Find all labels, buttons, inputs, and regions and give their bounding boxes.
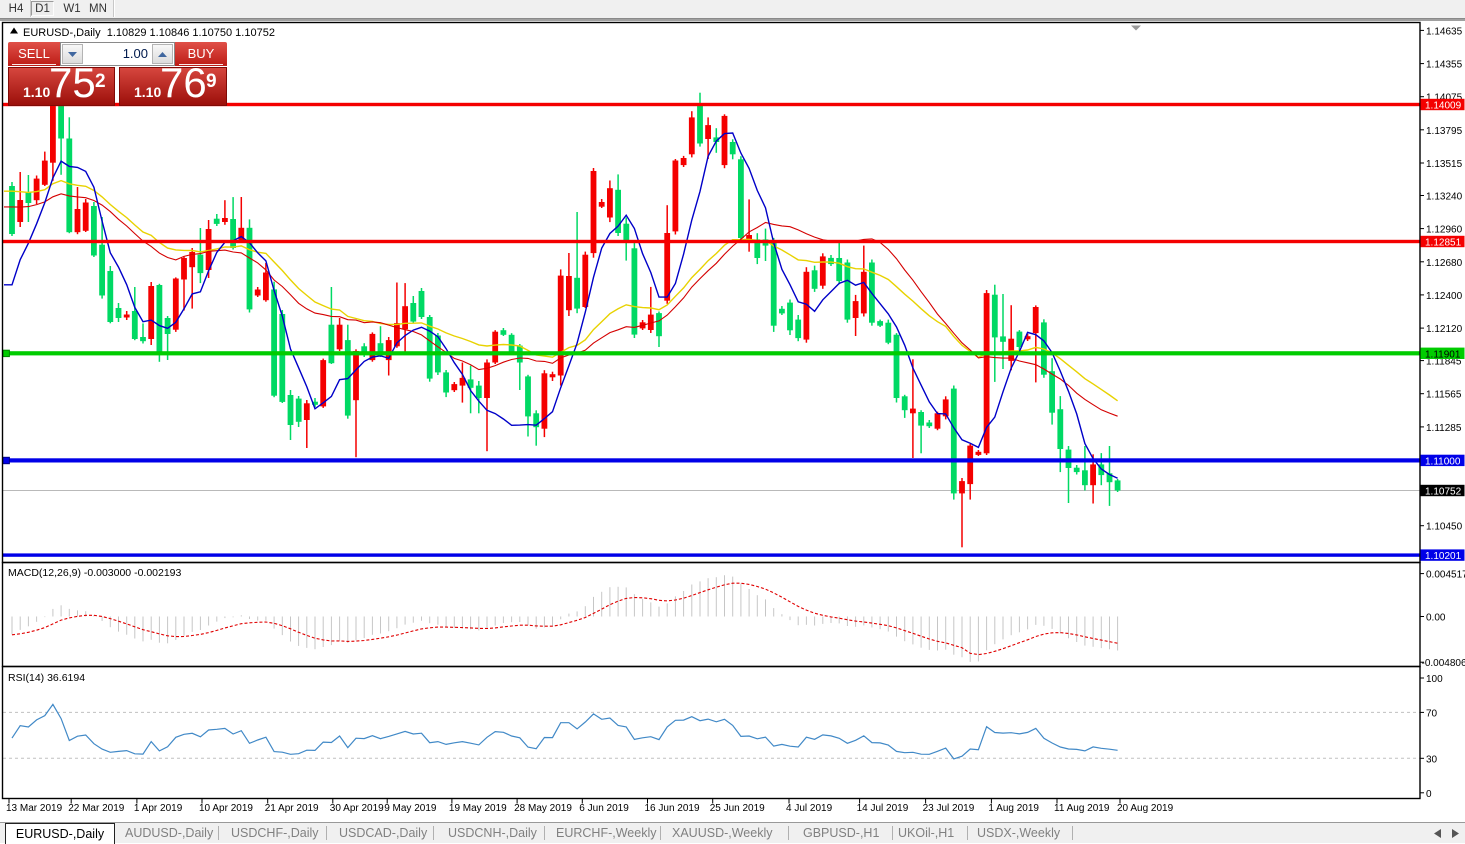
svg-text:1.11565: 1.11565 bbox=[1426, 390, 1462, 401]
svg-text:14 Jul 2019: 14 Jul 2019 bbox=[857, 803, 909, 814]
svg-text:1 Apr 2019: 1 Apr 2019 bbox=[134, 803, 183, 814]
svg-text:1.10450: 1.10450 bbox=[1426, 522, 1463, 533]
svg-text:1.11901: 1.11901 bbox=[1425, 349, 1461, 360]
svg-text:1.12400: 1.12400 bbox=[1426, 291, 1463, 302]
svg-text:4 Jul 2019: 4 Jul 2019 bbox=[786, 803, 833, 814]
svg-text:1.12851: 1.12851 bbox=[1425, 238, 1462, 249]
svg-text:0: 0 bbox=[1426, 789, 1432, 800]
svg-text:1.14355: 1.14355 bbox=[1426, 60, 1463, 71]
svg-text:30 Apr 2019: 30 Apr 2019 bbox=[330, 803, 384, 814]
svg-text:20 Aug 2019: 20 Aug 2019 bbox=[1117, 803, 1174, 814]
svg-text:9 May 2019: 9 May 2019 bbox=[384, 803, 437, 814]
svg-text:13 Mar 2019: 13 Mar 2019 bbox=[6, 803, 63, 814]
svg-text:10 Apr 2019: 10 Apr 2019 bbox=[199, 803, 253, 814]
svg-text:1.11285: 1.11285 bbox=[1426, 423, 1462, 434]
svg-text:6 Jun 2019: 6 Jun 2019 bbox=[579, 803, 629, 814]
svg-text:1.10752: 1.10752 bbox=[1425, 487, 1462, 498]
svg-text:1.12680: 1.12680 bbox=[1426, 258, 1463, 269]
svg-text:1.13795: 1.13795 bbox=[1426, 126, 1463, 137]
svg-text:21 Apr 2019: 21 Apr 2019 bbox=[265, 803, 319, 814]
svg-text:100: 100 bbox=[1426, 674, 1443, 685]
svg-text:1.12120: 1.12120 bbox=[1426, 324, 1463, 335]
svg-text:1.10201: 1.10201 bbox=[1425, 551, 1462, 562]
svg-text:EURUSD-,Daily 1.10829 1.10846: EURUSD-,Daily 1.10829 1.10846 1.10750 1.… bbox=[23, 27, 275, 39]
svg-text:1 Aug 2019: 1 Aug 2019 bbox=[988, 803, 1039, 814]
svg-text:19 May 2019: 19 May 2019 bbox=[449, 803, 507, 814]
svg-text:1.14635: 1.14635 bbox=[1426, 26, 1463, 37]
svg-text:1.13515: 1.13515 bbox=[1426, 159, 1463, 170]
svg-text:1.11000: 1.11000 bbox=[1425, 456, 1461, 467]
svg-text:1.12960: 1.12960 bbox=[1426, 225, 1463, 236]
svg-text:0.00: 0.00 bbox=[1426, 613, 1446, 624]
svg-text:0.004517: 0.004517 bbox=[1426, 570, 1465, 581]
svg-text:1.13240: 1.13240 bbox=[1426, 192, 1463, 203]
svg-text:25 Jun 2019: 25 Jun 2019 bbox=[710, 803, 765, 814]
svg-text:22 Mar 2019: 22 Mar 2019 bbox=[68, 803, 125, 814]
svg-text:16 Jun 2019: 16 Jun 2019 bbox=[645, 803, 700, 814]
svg-text:70: 70 bbox=[1426, 708, 1438, 719]
svg-text:-0.004806: -0.004806 bbox=[1422, 658, 1465, 669]
svg-text:28 May 2019: 28 May 2019 bbox=[514, 803, 572, 814]
svg-text:RSI(14) 36.6194: RSI(14) 36.6194 bbox=[8, 672, 85, 684]
svg-text:1.14009: 1.14009 bbox=[1425, 101, 1462, 112]
svg-text:23 Jul 2019: 23 Jul 2019 bbox=[923, 803, 975, 814]
svg-text:11 Aug 2019: 11 Aug 2019 bbox=[1054, 803, 1110, 814]
svg-text:MACD(12,26,9) -0.003000 -0.002: MACD(12,26,9) -0.003000 -0.002193 bbox=[8, 567, 182, 579]
svg-text:30: 30 bbox=[1426, 754, 1438, 765]
